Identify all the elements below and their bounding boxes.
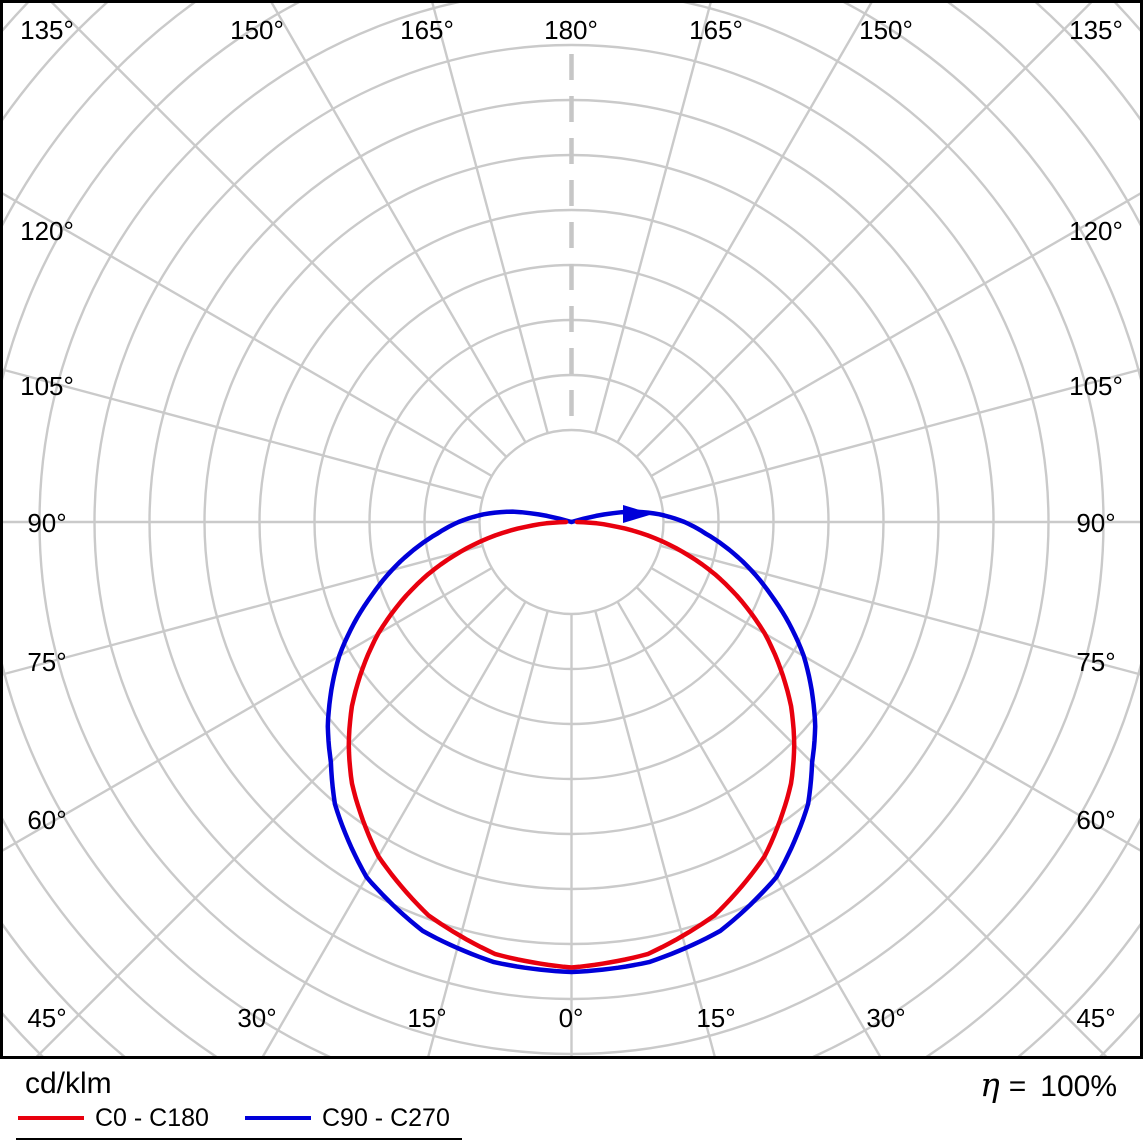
grid-ray — [3, 544, 483, 676]
polar-plot-svg — [0, 0, 1143, 1059]
grid-ray — [431, 3, 549, 434]
angle-label-bottom-2: 15° — [407, 1003, 447, 1033]
curve-c0-c180 — [346, 519, 797, 970]
legend-swatch-1 — [245, 1116, 311, 1120]
angle-label-left-3: 75° — [27, 647, 67, 677]
curve-direction-arrow — [623, 505, 653, 523]
legend-underline — [16, 1138, 462, 1140]
equals-sign: = — [1008, 1070, 1027, 1103]
curve-c90-c270 — [325, 509, 818, 975]
angle-label-bottom-3: 0° — [558, 1003, 584, 1033]
grid-ray — [261, 601, 527, 1056]
grid-ray — [3, 368, 483, 500]
grid-ray — [650, 566, 1140, 852]
grid-ray — [635, 3, 1093, 458]
angle-label-left-4: 60° — [27, 805, 67, 835]
grid-ray — [3, 192, 493, 478]
grid-ray — [650, 192, 1140, 478]
angle-label-right-4: 60° — [1076, 805, 1116, 835]
grid-ray — [635, 586, 1108, 1056]
angle-label-left-1: 105° — [20, 371, 74, 401]
efficiency-label: η = 100% — [980, 1065, 1117, 1104]
angle-label-top-6: 135° — [1069, 15, 1123, 45]
angle-label-left-0: 120° — [20, 216, 74, 246]
grid-ray — [616, 601, 882, 1056]
grid-ray — [660, 368, 1140, 500]
radial-unit-label: cd/klm — [25, 1067, 112, 1100]
angle-label-bottom-6: 45° — [1076, 1003, 1116, 1033]
angle-label-left-2: 90° — [27, 508, 67, 538]
legend-item-c90-c270: C90 - C270 — [245, 1103, 450, 1133]
legend-item-c0-c180: C0 - C180 — [18, 1103, 209, 1133]
angle-label-top-2: 165° — [400, 15, 454, 45]
grid-ray — [594, 3, 712, 434]
polar-chart: 135° 150° 165° 180° 165° 150° 135° 120° … — [0, 0, 1143, 1059]
grid-ray — [3, 566, 493, 852]
eta-symbol: η — [979, 1065, 1000, 1104]
angle-label-top-5: 150° — [859, 15, 913, 45]
angle-label-right-3: 75° — [1076, 647, 1116, 677]
angle-label-top-1: 150° — [230, 15, 284, 45]
angle-label-right-2: 90° — [1076, 508, 1116, 538]
angle-label-bottom-1: 30° — [237, 1003, 277, 1033]
grid-ray — [50, 3, 508, 458]
angle-label-right-0: 120° — [1069, 216, 1123, 246]
angle-label-bottom-5: 30° — [866, 1003, 906, 1033]
legend-label-1: C90 - C270 — [322, 1103, 450, 1132]
chart-footer: cd/klm η = 100% C0 - C180 C90 - C270 — [0, 1059, 1143, 1143]
legend-label-0: C0 - C180 — [95, 1103, 209, 1132]
legend-swatch-0 — [18, 1116, 84, 1120]
grid-ray — [660, 544, 1140, 676]
angle-label-top-4: 165° — [689, 15, 743, 45]
grid-ray — [594, 610, 716, 1056]
angle-label-top-3: 180° — [544, 15, 598, 45]
angle-label-top-0: 135° — [20, 15, 74, 45]
angle-label-bottom-0: 45° — [27, 1003, 67, 1033]
efficiency-value: 100% — [1040, 1070, 1117, 1103]
angle-label-bottom-4: 15° — [696, 1003, 736, 1033]
chart-frame — [0, 0, 1143, 1059]
grid-ray — [35, 586, 508, 1056]
grid-ray — [270, 3, 527, 443]
angle-label-right-1: 105° — [1069, 371, 1123, 401]
grid-ray — [427, 610, 549, 1056]
grid-ray — [616, 3, 873, 443]
